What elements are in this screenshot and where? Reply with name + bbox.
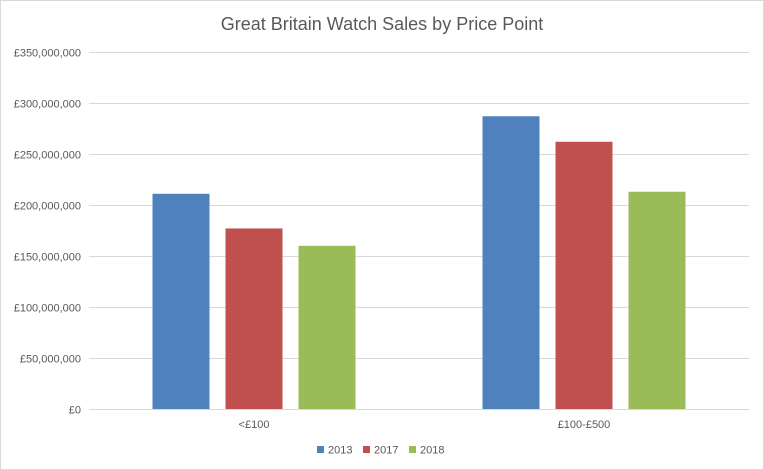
bar-2017-1 xyxy=(555,141,613,409)
legend-swatch-2017 xyxy=(363,446,370,453)
y-tick-label: £0 xyxy=(69,405,81,417)
bar-2018-1 xyxy=(628,191,686,409)
bar-2013-1 xyxy=(482,116,540,409)
chart-title: Great Britain Watch Sales by Price Point xyxy=(221,14,543,34)
legend-label: 2018 xyxy=(420,445,444,457)
y-tick-label: £300,000,000 xyxy=(14,99,81,111)
legend: 2013 2017 2018 xyxy=(317,445,444,457)
x-category-label: £100-£500 xyxy=(558,419,611,431)
y-tick-label: £250,000,000 xyxy=(14,150,81,162)
bar-2017-0 xyxy=(225,228,283,409)
x-axis-categories: <£100 £100-£500 xyxy=(239,419,611,431)
legend-label: 2017 xyxy=(374,445,398,457)
bar-2013-0 xyxy=(152,193,210,409)
y-tick-label: £150,000,000 xyxy=(14,252,81,264)
legend-swatch-2018 xyxy=(409,446,416,453)
y-tick-label: £200,000,000 xyxy=(14,201,81,213)
bar-2018-0 xyxy=(298,245,356,409)
legend-label: 2013 xyxy=(328,445,352,457)
y-axis-ticks: £0 £50,000,000 £100,000,000 £150,000,000 £20… xyxy=(14,48,81,417)
y-tick-label: £350,000,000 xyxy=(14,48,81,60)
y-tick-label: £100,000,000 xyxy=(14,303,81,315)
x-category-label: <£100 xyxy=(239,419,270,431)
y-tick-label: £50,000,000 xyxy=(20,354,81,366)
legend-swatch-2013 xyxy=(317,446,324,453)
bars xyxy=(152,116,686,409)
